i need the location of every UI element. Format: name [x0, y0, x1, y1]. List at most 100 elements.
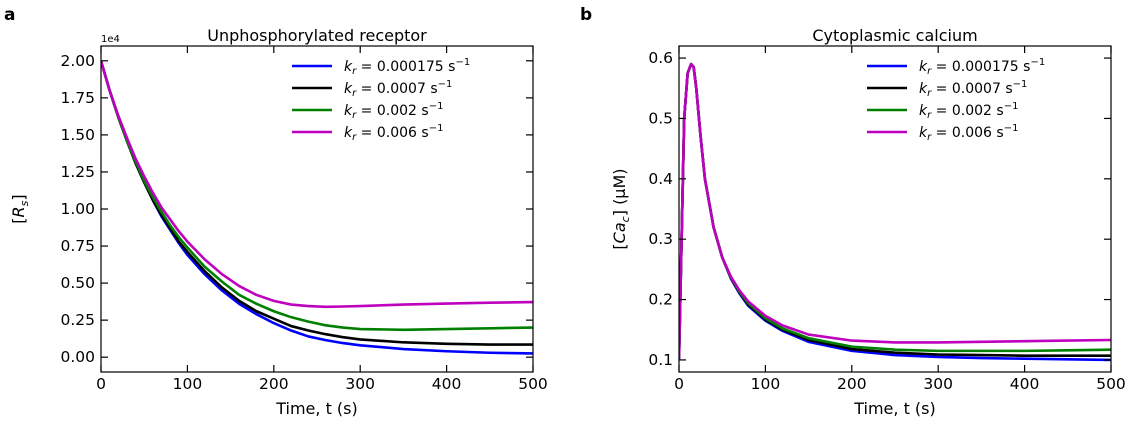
legend-exponent: −1 [1013, 79, 1028, 90]
legend-entry: kr = 0.006 s−1 [344, 123, 443, 143]
legend-k-sub: r [927, 132, 932, 143]
y-tick-label: 0.5 [648, 109, 673, 127]
legend-k: k [344, 125, 353, 141]
x-tick-label: 500 [518, 375, 548, 393]
panel-b: b Cytoplasmic calcium 0 100 200 300 400 500 0.1 0… [580, 5, 1126, 418]
legend-entry: kr = 0.0007 s−1 [344, 79, 452, 99]
series-line-2 [101, 60, 533, 332]
chart-title: Unphosphorylated receptor [207, 26, 427, 45]
y-tick-label: 0.1 [648, 351, 673, 369]
legend-exponent: −1 [1030, 57, 1045, 68]
legend-eq: = [931, 103, 952, 119]
legend-k-sub: r [927, 88, 932, 99]
x-tick-label: 0 [674, 375, 684, 393]
legend-k: k [919, 59, 928, 75]
panel-label: b [580, 5, 592, 25]
y-axis-label-bracket-close: ] [610, 210, 629, 216]
legend-k: k [344, 59, 353, 75]
y-axis-label-bracket: [ [610, 243, 629, 249]
legend-k-sub: r [927, 110, 932, 121]
y-axis-label-subscript: c [619, 216, 632, 222]
legend-unit: s [992, 103, 1004, 119]
x-tick-label: 300 [923, 375, 953, 393]
legend-exponent: −1 [429, 123, 444, 134]
legend-k: k [344, 81, 353, 97]
series-line-3 [679, 62, 1111, 360]
series-line-2 [679, 62, 1111, 360]
legend-unit: s [1019, 59, 1031, 75]
x-tick-label: 0 [96, 375, 106, 393]
legend-value: 0.000175 [952, 59, 1019, 75]
y-tick-label: 0.75 [60, 237, 95, 255]
y-tick-label: 0.25 [60, 311, 95, 329]
legend-exponent: −1 [429, 101, 444, 112]
legend-unit: s [1001, 81, 1013, 97]
legend-k-sub: r [352, 88, 357, 99]
y-tick-label: 0.6 [648, 49, 673, 67]
y-tick-label: 0.00 [60, 348, 95, 366]
series-group [101, 60, 533, 355]
legend-k: k [919, 125, 928, 141]
y-tick-label: 2.00 [60, 52, 95, 70]
legend-eq: = [356, 103, 377, 119]
series-line-0 [101, 60, 533, 355]
y-axis-label: [Rs] [9, 194, 31, 223]
legend-value: 0.002 [377, 103, 417, 119]
y-axis-label-bracket: [ [9, 217, 28, 223]
x-tick-label: 500 [1096, 375, 1126, 393]
legend-unit: s [426, 81, 438, 97]
legend-unit: s [992, 125, 1004, 141]
legend-value: 0.0007 [377, 81, 426, 97]
legend-k-sub: r [352, 66, 357, 77]
y-tick-label: 1.75 [60, 89, 95, 107]
y-tick-label: 1.25 [60, 163, 95, 181]
legend-k-sub: r [352, 110, 357, 121]
x-tick-label: 400 [432, 375, 462, 393]
legend-eq: = [931, 81, 952, 97]
x-tick-label: 400 [1010, 375, 1040, 393]
legend-k: k [919, 103, 928, 119]
legend-entry: kr = 0.006 s−1 [919, 123, 1018, 143]
y-tick-label: 0.2 [648, 291, 673, 309]
chart-title: Cytoplasmic calcium [812, 26, 977, 45]
legend-value: 0.006 [377, 125, 417, 141]
legend-k: k [344, 103, 353, 119]
axes-frame [678, 45, 1112, 373]
x-tick-label: 300 [345, 375, 375, 393]
y-axis-label-bracket-close: ] [9, 194, 28, 200]
series-group [679, 62, 1111, 362]
y-tick-label: 1.50 [60, 126, 95, 144]
legend-entry: kr = 0.002 s−1 [344, 101, 443, 121]
y-axis-label-subscript: s [18, 200, 31, 206]
legend-exponent: −1 [1004, 101, 1019, 112]
legend-unit: s [417, 103, 429, 119]
legend-entry: kr = 0.000175 s−1 [919, 57, 1045, 77]
legend-entry: kr = 0.0007 s−1 [919, 79, 1027, 99]
y-axis-label-unit: (μM) [610, 168, 629, 210]
legend-value: 0.002 [952, 103, 992, 119]
y-tick-label: 0.4 [648, 170, 673, 188]
legend-value: 0.0007 [952, 81, 1001, 97]
panel-a: a Unphosphorylated receptor 0 100 200 300 400 5… [4, 5, 548, 418]
legend-unit: s [444, 59, 456, 75]
legend-entry: kr = 0.002 s−1 [919, 101, 1018, 121]
legend-eq: = [356, 125, 377, 141]
legend-unit: s [417, 125, 429, 141]
legend-k-sub: r [352, 132, 357, 143]
x-tick-label: 100 [173, 375, 203, 393]
x-axis-label: Time, t (s) [853, 399, 936, 418]
legend-k-sub: r [927, 66, 932, 77]
x-tick-label: 200 [259, 375, 289, 393]
y-axis-label-symbol: R [9, 206, 28, 217]
legend-eq: = [931, 125, 952, 141]
y-axis-label-symbol: Ca [610, 222, 629, 243]
legend-value: 0.006 [952, 125, 992, 141]
y-tick-label: 0.3 [648, 230, 673, 248]
legend-exponent: −1 [1004, 123, 1019, 134]
series-line-1 [679, 62, 1111, 360]
legend-entry: kr = 0.000175 s−1 [344, 57, 470, 77]
x-tick-label: 100 [751, 375, 781, 393]
legend-eq: = [356, 59, 377, 75]
